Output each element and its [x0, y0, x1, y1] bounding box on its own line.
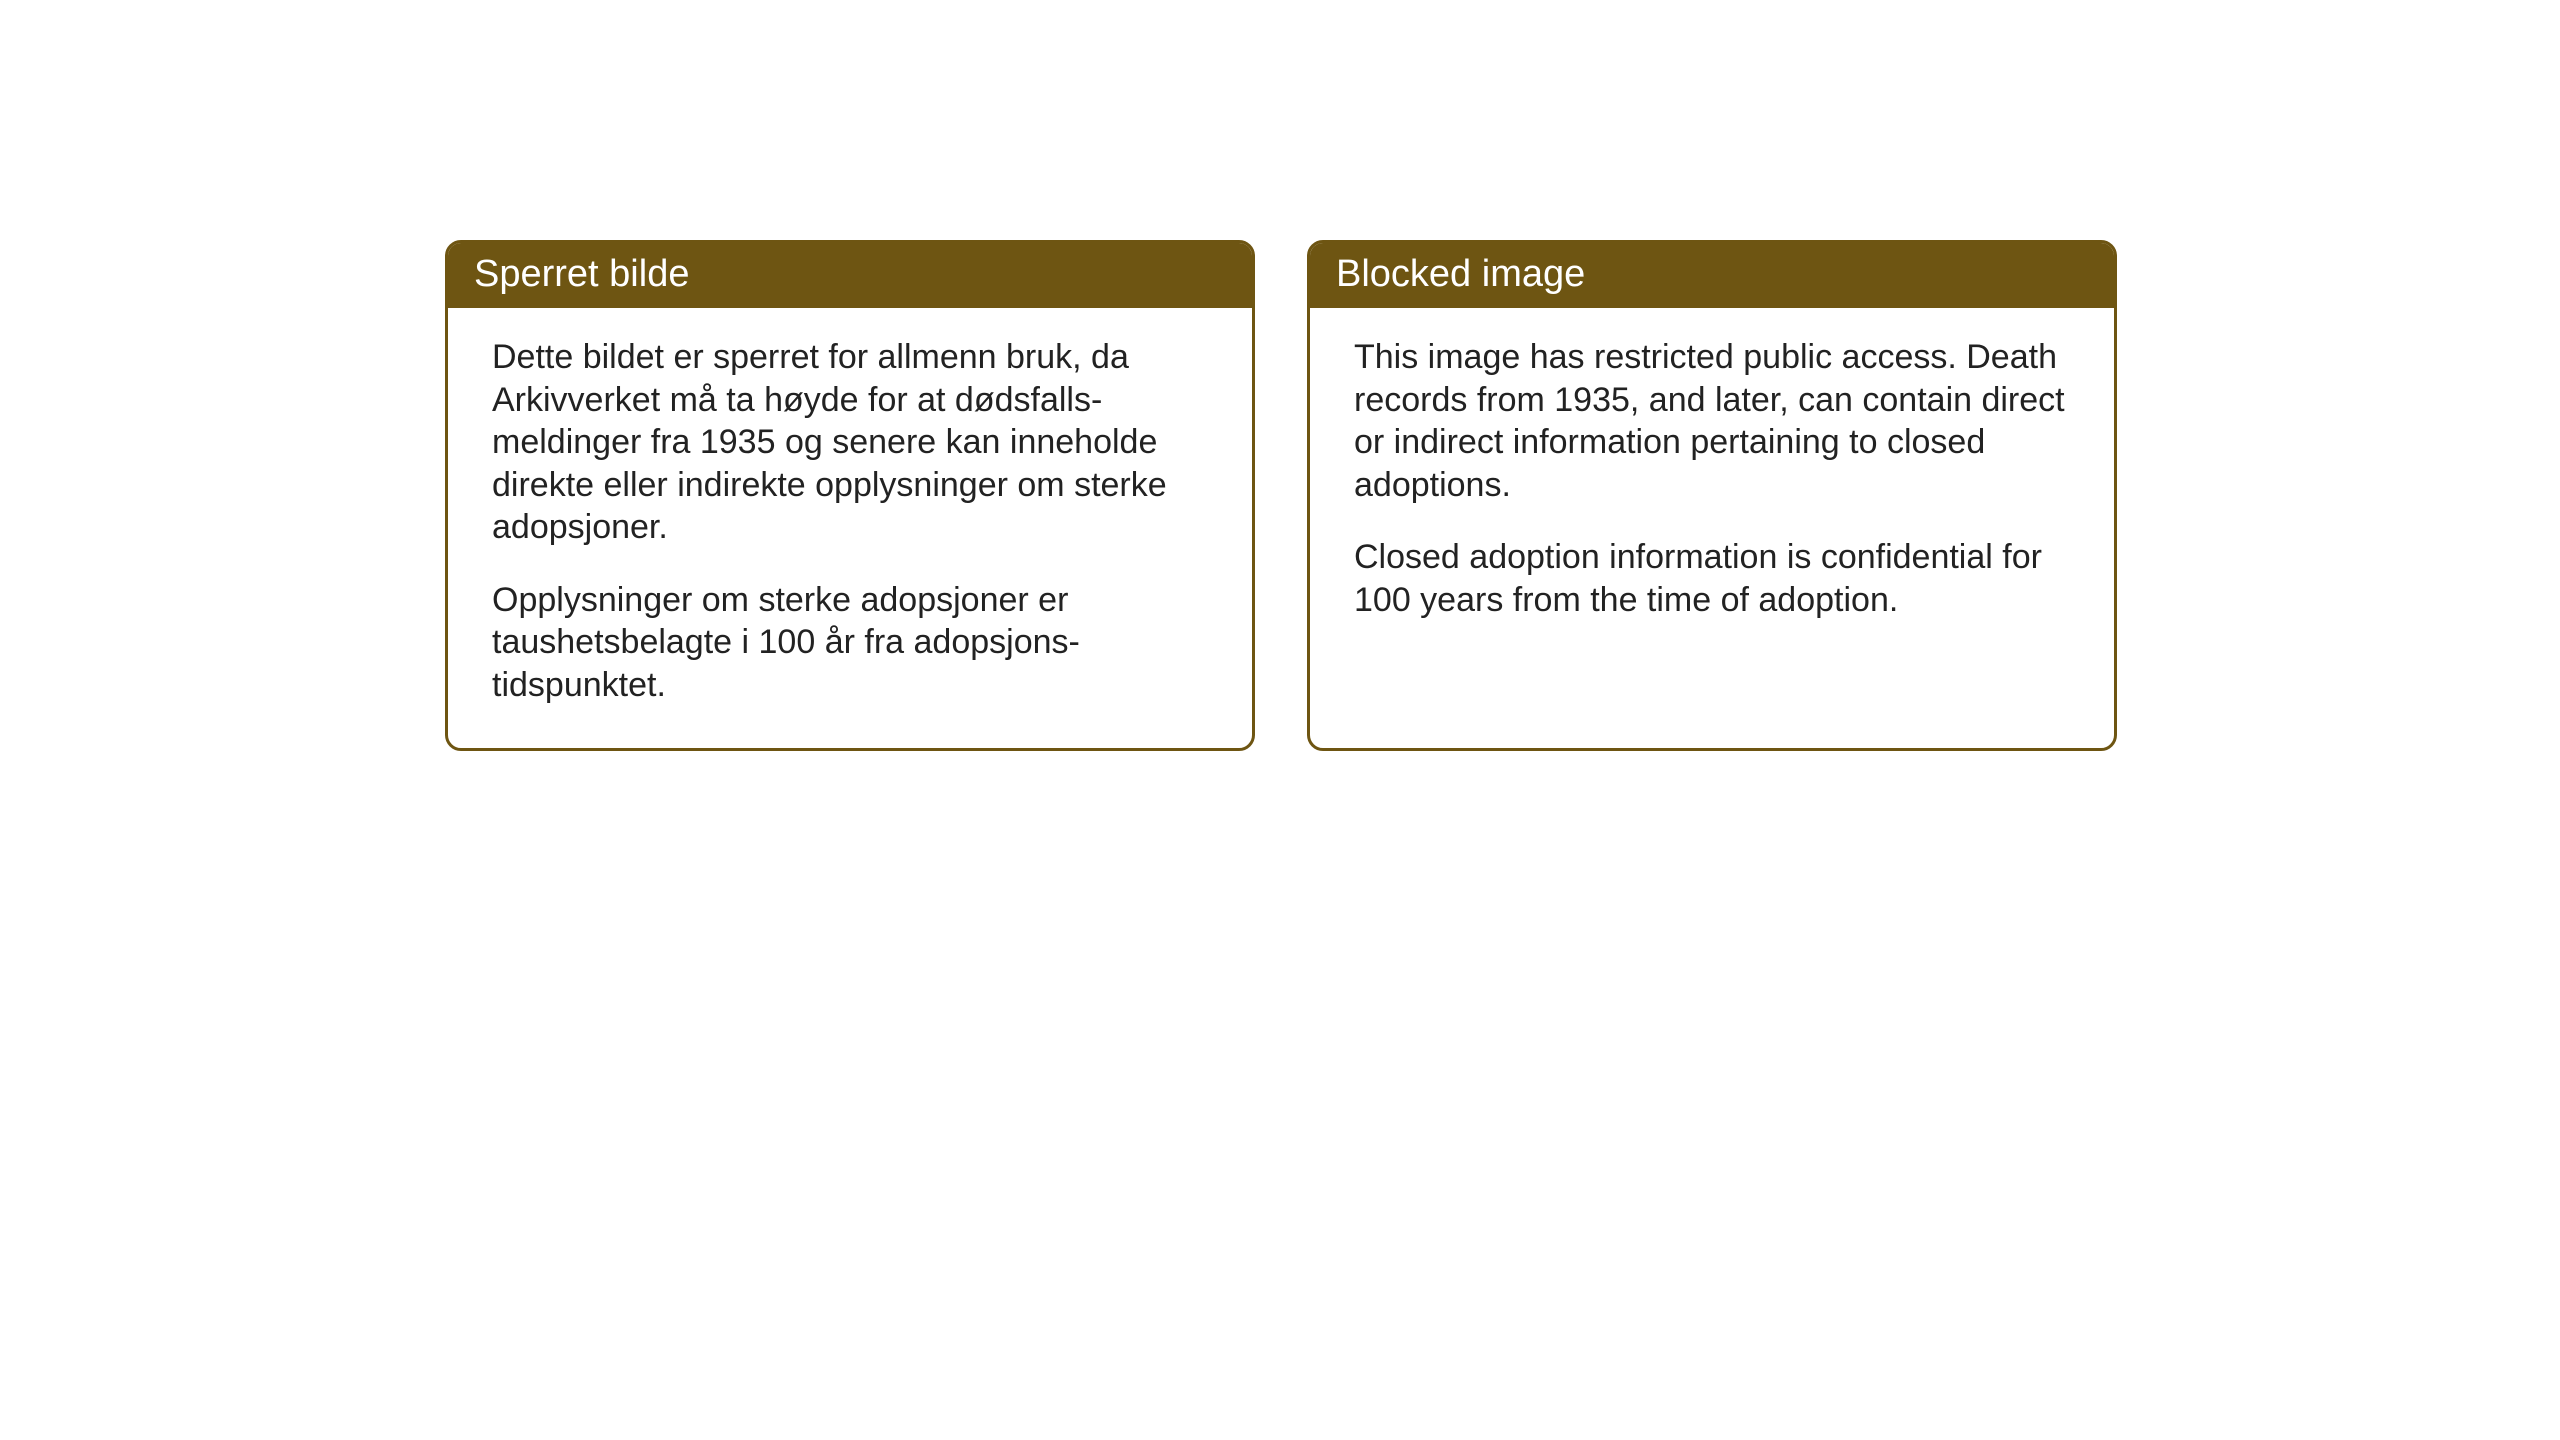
- panel-body-english: This image has restricted public access.…: [1310, 308, 2114, 748]
- paragraph-english-2: Closed adoption information is confident…: [1354, 536, 2070, 621]
- paragraph-english-1: This image has restricted public access.…: [1354, 336, 2070, 506]
- panel-title-norwegian: Sperret bilde: [448, 243, 1252, 308]
- notice-panel-norwegian: Sperret bilde Dette bildet er sperret fo…: [445, 240, 1255, 751]
- paragraph-norwegian-1: Dette bildet er sperret for allmenn bruk…: [492, 336, 1208, 549]
- panel-title-english: Blocked image: [1310, 243, 2114, 308]
- paragraph-norwegian-2: Opplysninger om sterke adopsjoner er tau…: [492, 579, 1208, 707]
- panel-body-norwegian: Dette bildet er sperret for allmenn bruk…: [448, 308, 1252, 748]
- notice-panel-english: Blocked image This image has restricted …: [1307, 240, 2117, 751]
- notice-container: Sperret bilde Dette bildet er sperret fo…: [445, 240, 2117, 751]
